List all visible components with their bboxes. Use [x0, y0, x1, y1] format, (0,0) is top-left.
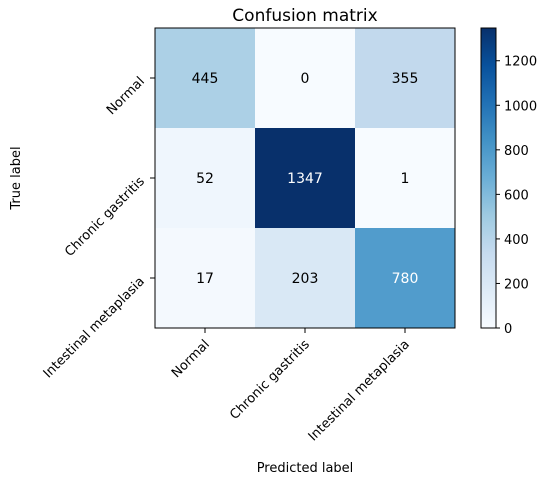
y-tick-label: Normal [104, 74, 148, 118]
heatmap-cell [155, 28, 256, 129]
y-tick-label: Intestinal metaplasia [41, 274, 148, 381]
cell-value-label: 445 [192, 71, 219, 87]
colorbar [480, 27, 497, 329]
heatmap-cell [155, 128, 256, 229]
heatmap-cell [255, 228, 356, 329]
cell-value-label: 17 [196, 271, 214, 287]
cell-value-label: 203 [292, 271, 319, 287]
cell-value-label: 355 [392, 71, 419, 87]
cell-value-label: 52 [196, 171, 214, 187]
colorbar-tick-label: 1000 [504, 99, 537, 114]
y-axis-label: True label [9, 146, 24, 210]
colorbar-tick-label: 1200 [504, 55, 537, 70]
cell-value-label: 0 [301, 71, 310, 87]
heatmap-cell [355, 228, 456, 329]
colorbar-ticks: 0 200 400 600 800 1000 1200 [496, 55, 537, 337]
heatmap-cell [255, 128, 356, 229]
heatmap-cell [355, 28, 456, 129]
heatmap-cell [355, 128, 456, 229]
chart-title: Confusion matrix [232, 6, 377, 26]
colorbar-tick-label: 200 [504, 277, 529, 292]
heatmap-cell [255, 28, 356, 129]
y-tick-label: Chronic gastritis [62, 174, 148, 260]
x-tick-label: Intestinal metaplasia [306, 337, 413, 444]
x-tick-label: Normal [169, 337, 213, 381]
colorbar-tick-label: 400 [504, 233, 529, 248]
x-axis-label: Predicted label [257, 461, 354, 476]
y-axis-ticks: Normal Chronic gastritis Intestinal metapl… [41, 74, 155, 381]
colorbar-tick-label: 800 [504, 144, 529, 159]
heatmap-cell-labels: 445 0 355 52 1347 1 17 203 780 [192, 71, 419, 287]
cell-value-label: 1 [401, 171, 410, 187]
heatmap-cell [155, 228, 256, 329]
colorbar-tick-label: 0 [504, 322, 512, 337]
heatmap-cells [155, 28, 456, 329]
x-tick-label: Chronic gastritis [227, 337, 313, 423]
cell-value-label: 1347 [287, 171, 323, 187]
cell-value-label: 780 [392, 271, 419, 287]
colorbar-tick-label: 600 [504, 188, 529, 203]
